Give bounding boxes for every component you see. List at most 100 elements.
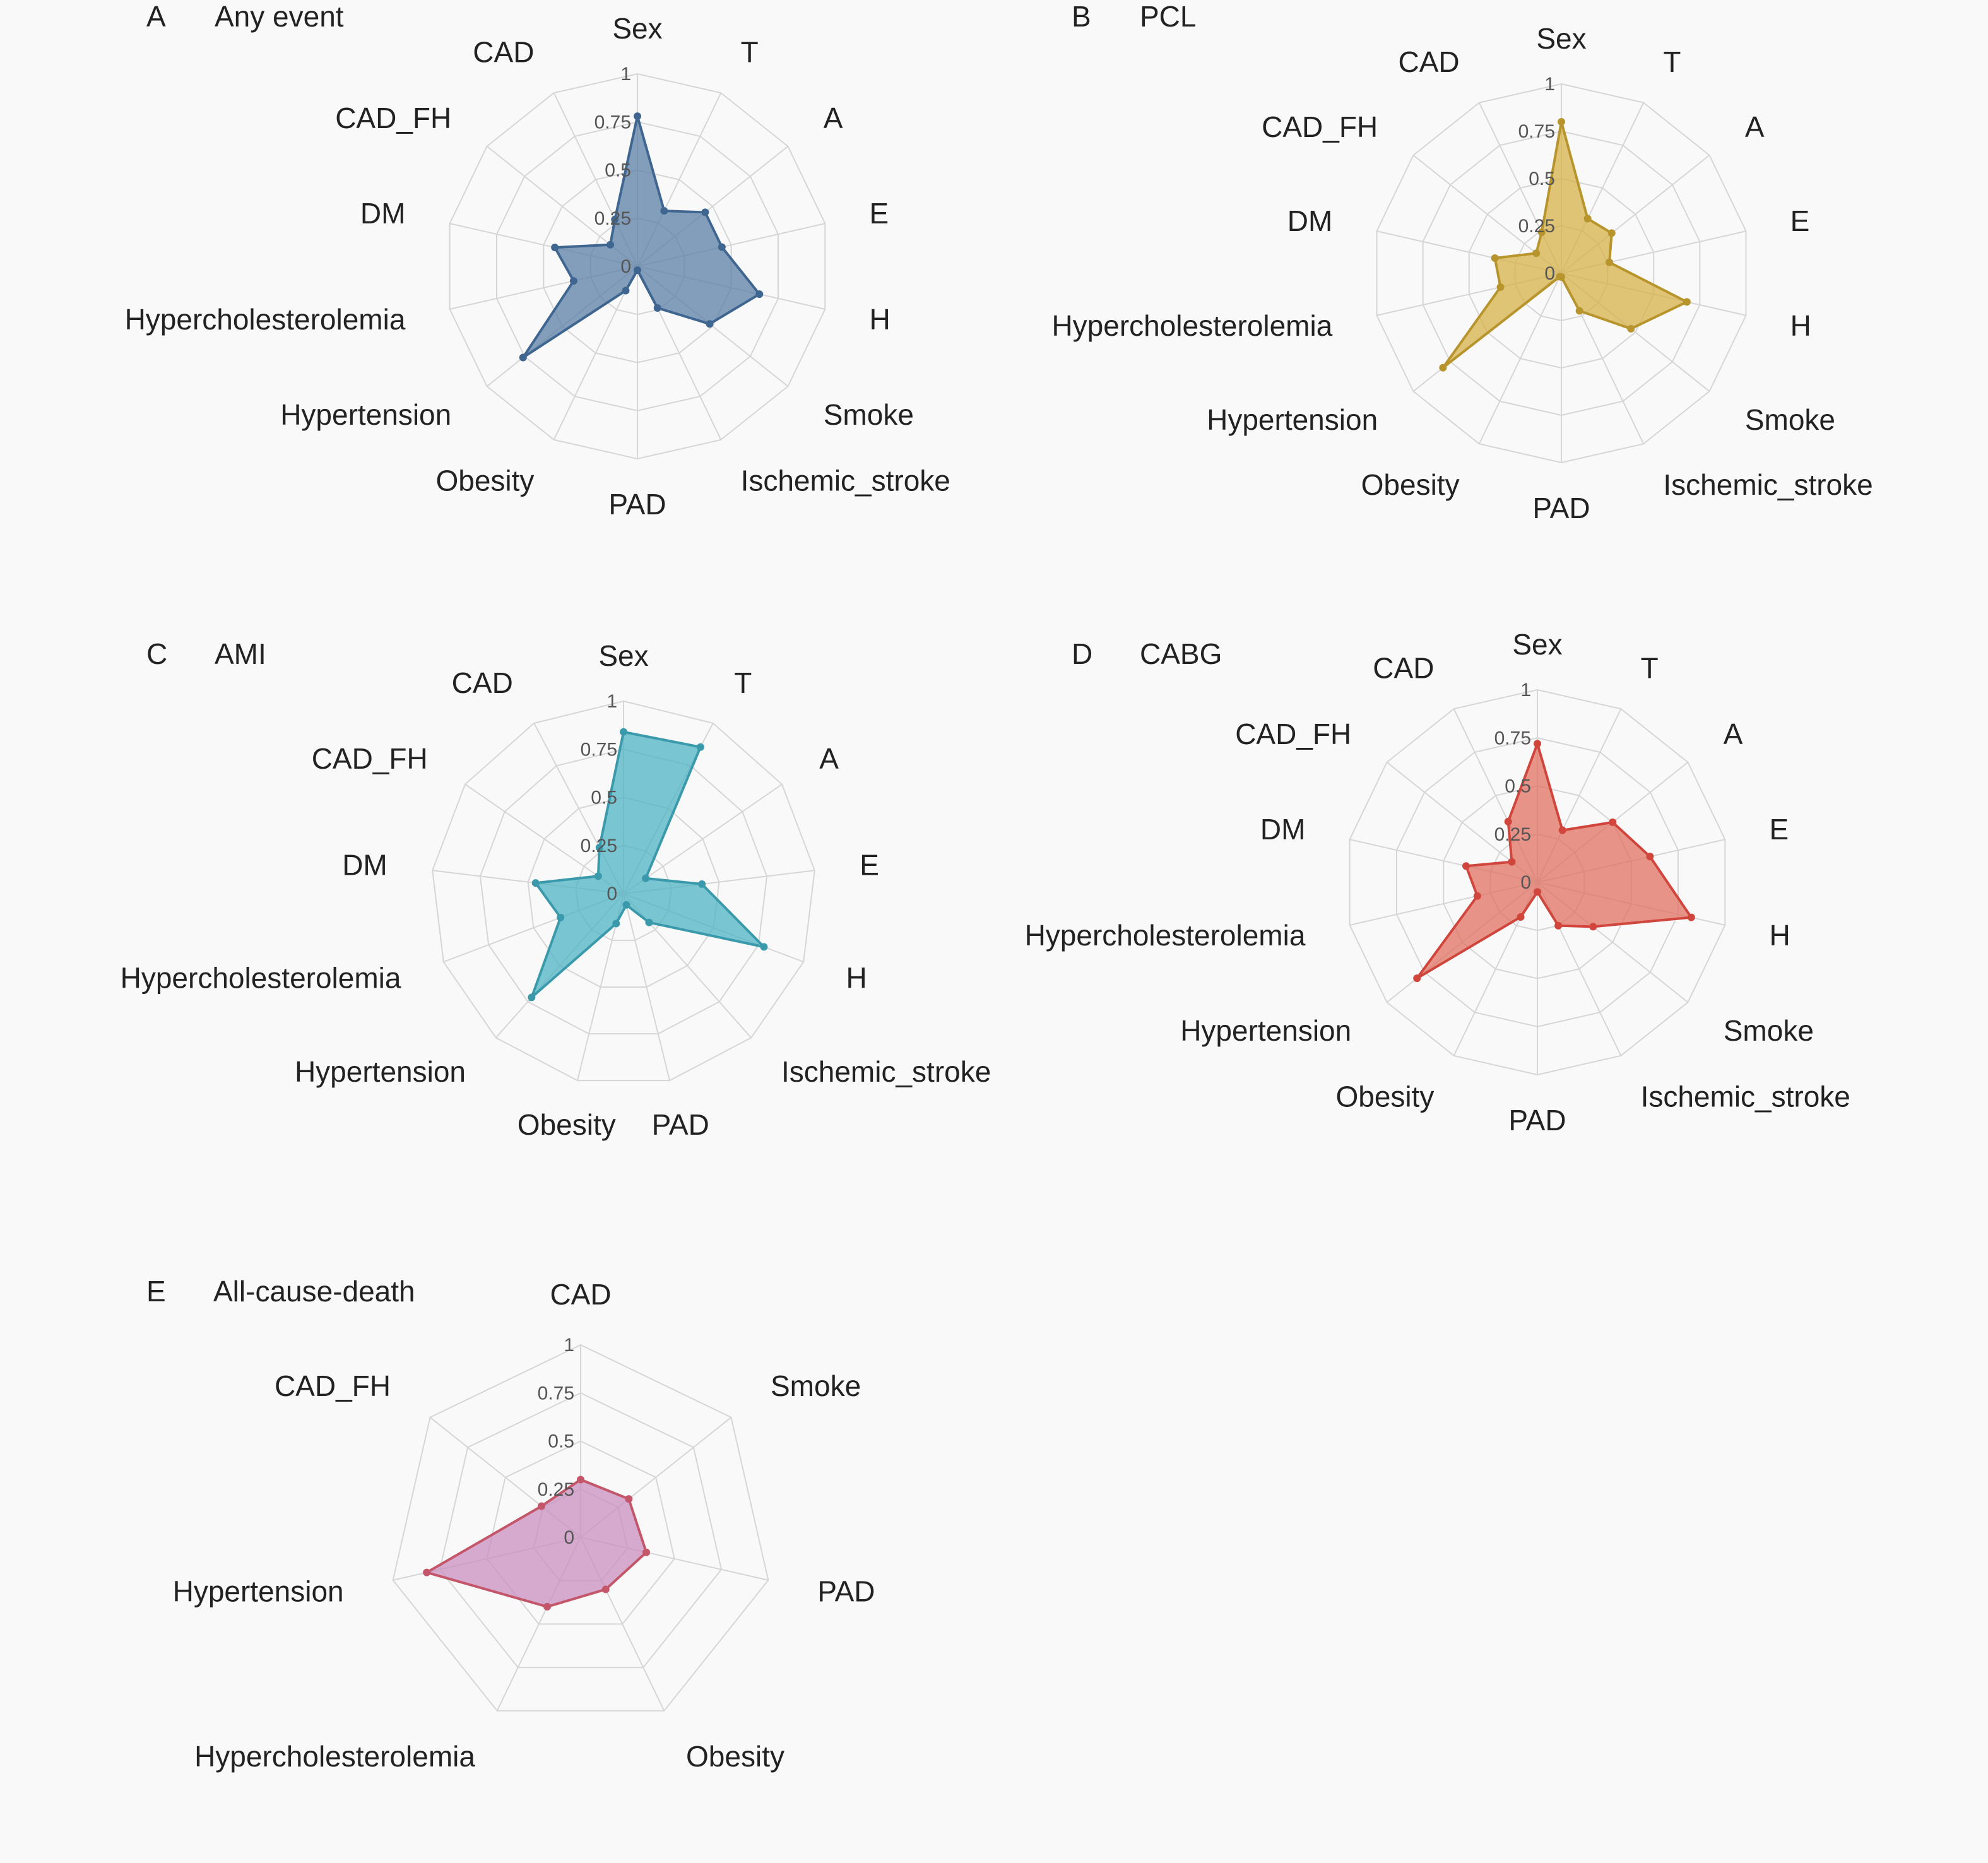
data-point-e [1646,853,1654,861]
data-point-cad [577,1476,584,1484]
data-point-sex [1558,118,1565,126]
axis-label-hypercholesterolemia: Hypercholesterolemia [1051,309,1332,342]
axis-label-ischemic-stroke: Ischemic_stroke [1663,468,1873,501]
axis-label-e: E [870,197,889,230]
axis-label-pad: PAD [608,488,666,521]
axis-label-a: A [819,742,839,775]
axis-label-t: T [1663,45,1681,78]
tick-label: 1 [1544,74,1555,95]
data-point-hypercholesterolemia [1496,283,1505,292]
axis-label-dm: DM [342,849,388,882]
axis-label-cad-fh: CAD_FH [275,1369,391,1402]
axis-label-smoke: Smoke [1745,403,1835,436]
axis-label-ischemic-stroke: Ischemic_stroke [741,464,950,497]
tick-label: 0.5 [605,160,631,181]
tick-label: 1 [564,1335,574,1356]
panel-letter: C [146,637,167,670]
data-point-hypertension [423,1568,431,1576]
series-area [528,730,768,1002]
data-point-pad [622,901,630,909]
axis-label-dm: DM [1287,204,1333,237]
axis-label-hypertension: Hypertension [295,1055,466,1088]
tick-label: 0.25 [1494,824,1531,845]
data-point-hypercholesterolemia [543,1602,552,1611]
axis-label-cad-fh: CAD_FH [1262,110,1378,143]
data-point-hypertension [519,353,527,362]
tick-label: 0 [606,884,617,904]
panel-title: PCL [1140,0,1196,33]
panel-letter: E [146,1275,166,1308]
radar-panel-all-cause-death: E All-cause-death 0 0.25 0.5 0.75 1 CAD Smoke PAD… [146,1275,875,1773]
data-point-smoke [706,320,714,328]
data-point-dm [551,244,559,252]
data-point-pad [1534,888,1541,896]
data-point-ischemic-stroke [1554,921,1563,930]
data-point-a [1609,818,1617,826]
data-point-sex [1534,740,1541,748]
axis-label-h: H [1770,919,1790,952]
data-point-e [698,880,706,888]
data-point-dm [1462,862,1470,870]
tick-label: 0.25 [1518,216,1555,237]
radar-panel-ami: C AMI 0 0.25 0.5 0.75 1 Sex T A E H Ischemic_stroke P… [121,637,991,1141]
tick-label: 0.75 [1518,121,1555,142]
data-point-cad [1537,228,1546,237]
data-point-cad-fh [594,872,602,880]
axis-label-ischemic-stroke: Ischemic_stroke [781,1055,991,1088]
axis-label-e: E [1770,813,1789,846]
axis-label-cad: CAD [1398,45,1459,78]
tick-label: 0.75 [595,112,631,133]
data-point-a [1607,229,1616,237]
axis-label-e: E [1790,204,1810,237]
axis-label-dm: DM [1260,813,1306,846]
grid-ring [527,796,720,988]
tick-label: 0.5 [591,788,617,808]
radar-panel-pcl: B PCL 0 0.25 0.5 0.75 1 Sex T A E H Smoke Ischemic_st… [1051,0,1873,524]
tick-label: 0.75 [581,739,617,760]
axis-label-a: A [1745,110,1765,143]
tick-label: 0.25 [595,208,631,229]
tick-label: 0.5 [548,1431,574,1452]
axis-label-h: H [1790,309,1811,342]
axis-label-sex: Sex [612,12,662,45]
tick-label: 0 [564,1527,574,1548]
data-point-a [642,874,650,882]
data-point-e [1606,258,1614,266]
tick-label: 1 [1520,680,1531,701]
data-point-h [760,943,768,951]
data-point-hypercholesterolemia [569,277,577,285]
tick-label: 0.75 [1494,728,1531,748]
axis-label-obesity: Obesity [518,1108,616,1141]
data-point-smoke [1589,923,1597,931]
data-point-cad-fh [538,1502,546,1510]
axis-label-cad-fh: CAD_FH [312,742,428,775]
axis-label-smoke: Smoke [1724,1014,1814,1047]
axis-label-a: A [824,102,843,134]
data-point-cad [611,215,619,223]
data-point-cad-fh [1508,858,1516,866]
series-area [1416,740,1694,979]
data-point-obesity [1517,913,1525,921]
axis-label-cad: CAD [452,666,513,699]
grid-spoke [1478,273,1562,444]
axis-label-hypercholesterolemia: Hypercholesterolemia [121,962,401,995]
axis-label-pad: PAD [817,1575,875,1608]
tick-label: 0 [620,256,631,277]
data-point-obesity [612,920,620,928]
axis-label-hypercholesterolemia: Hypercholesterolemia [125,303,406,336]
axis-label-hypertension: Hypertension [1180,1014,1351,1047]
data-point-hypercholesterolemia [557,913,565,921]
grid-ring [432,700,815,1082]
data-point-ischemic-stroke [653,304,661,312]
axis-label-hypertension: Hypertension [280,398,451,431]
data-point-hypertension [528,993,536,1002]
panel-letter: A [146,0,166,33]
radar-panel-cabg: D CABG 0 0.25 0.5 0.75 1 Sex T A E H Smoke Ischemic_s… [1025,628,1850,1137]
axis-label-a: A [1724,718,1743,750]
data-point-t [696,743,704,751]
data-point-dm [1491,254,1499,262]
axis-label-smoke: Smoke [824,398,914,431]
axis-label-pad: PAD [1532,492,1590,524]
panel-title: CABG [1140,637,1222,670]
